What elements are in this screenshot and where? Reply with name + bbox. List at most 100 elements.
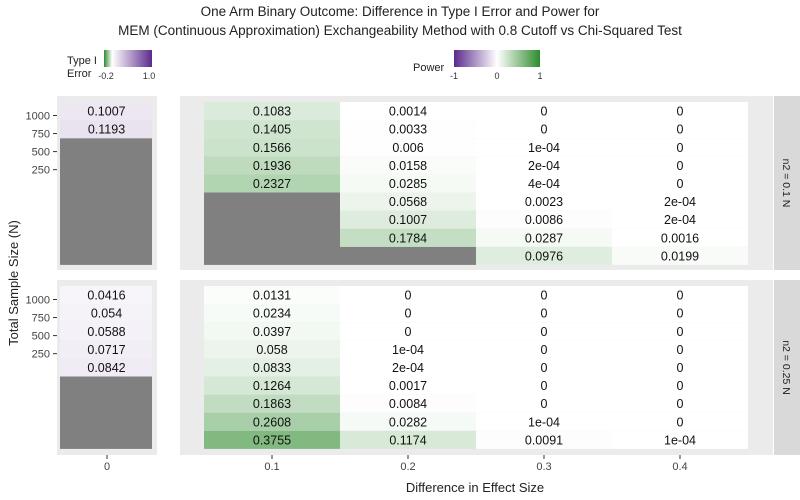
power-cell [340, 430, 476, 449]
power-cell [476, 412, 612, 431]
power-cell [340, 358, 476, 377]
power-cell [476, 430, 612, 449]
plot-area: n2 = 0.1 N 1000 750 500 250 0.1007 0.1193 0.108… [26, 96, 800, 473]
type1-cell-label: 0.1007 [87, 105, 125, 119]
power-cell-label: 0 [541, 361, 548, 375]
power-cell [476, 138, 612, 157]
power-cell-label: 1e-04 [528, 415, 560, 429]
power-cell-label: 0 [541, 307, 548, 321]
power-cell-label: 0.006 [392, 141, 423, 155]
power-cell [204, 120, 340, 139]
power-cell-label: 0.0285 [389, 177, 427, 191]
legend-power: Power -1 0 1 [413, 50, 543, 81]
type1-cell [60, 358, 152, 377]
power-cell [340, 304, 476, 323]
power-cell [612, 430, 748, 449]
power-cell-label: 2e-04 [664, 213, 696, 227]
x-tick-label: 0.3 [536, 461, 551, 473]
power-cell-label: 0 [405, 289, 412, 303]
legend-power-tick-low: -1 [450, 71, 458, 81]
chart-title-line-1: One Arm Binary Outcome: Difference in Ty… [201, 4, 600, 19]
y-tick-label: 250 [32, 349, 50, 361]
power-cell [204, 102, 340, 121]
power-cell [612, 192, 748, 211]
power-cell-label: 0.1784 [389, 231, 427, 245]
legend-type1-tick-low: -0.2 [98, 71, 114, 81]
power-cell-label: 0.0234 [253, 307, 291, 321]
power-cell [204, 156, 340, 175]
power-cell [612, 412, 748, 431]
power-cell-label: 0.058 [256, 343, 287, 357]
type1-cell [60, 322, 152, 341]
power-cell-label: 1e-04 [528, 141, 560, 155]
power-cell-label: 0.0084 [389, 397, 427, 411]
power-cell [476, 192, 612, 211]
power-cell [612, 376, 748, 395]
power-missing-block [340, 246, 476, 265]
power-cell [612, 394, 748, 413]
power-cell [612, 304, 748, 323]
power-cell [340, 192, 476, 211]
power-cell [340, 138, 476, 157]
power-cell-label: 0.1863 [253, 397, 291, 411]
type1-cell-label: 0.0416 [87, 289, 125, 303]
power-cell [612, 246, 748, 265]
power-cell [612, 174, 748, 193]
power-cell-label: 2e-04 [528, 159, 560, 173]
power-cell [340, 210, 476, 229]
y-tick-label: 1000 [26, 295, 50, 307]
power-cell-label: 0.0287 [525, 231, 563, 245]
legend-power-tick-high: 1 [537, 71, 542, 81]
power-cell-label: 0 [541, 105, 548, 119]
legend-power-tick-mid: 0 [494, 71, 499, 81]
x-tick-label: 0.4 [672, 461, 687, 473]
y-tick-label: 750 [32, 313, 50, 325]
power-cell-label: 1e-04 [392, 343, 424, 357]
power-cell [340, 340, 476, 359]
type1-cell-label: 0.054 [91, 307, 122, 321]
legend-type1-tick-high: 1.0 [143, 71, 156, 81]
power-cell [204, 376, 340, 395]
power-cell-label: 0 [677, 325, 684, 339]
legend-power-colorbar [454, 50, 540, 67]
power-cell-label: 0 [405, 325, 412, 339]
power-cell-label: 0.3755 [253, 433, 291, 447]
legend-type1-colorbar [104, 50, 152, 67]
power-missing-block [204, 192, 340, 265]
power-cell-label: 0.0091 [525, 433, 563, 447]
power-cell [476, 228, 612, 247]
power-cell [612, 358, 748, 377]
power-cell [612, 228, 748, 247]
facet-strip-label-1: n2 = 0.1 N [780, 159, 792, 208]
power-cell [476, 376, 612, 395]
type1-cell [60, 304, 152, 323]
power-cell-label: 0 [677, 307, 684, 321]
power-cell-label: 0.0014 [389, 105, 427, 119]
power-cell [204, 358, 340, 377]
power-cell [476, 340, 612, 359]
x-tick-label: 0.2 [400, 461, 415, 473]
power-cell [340, 322, 476, 341]
power-cell [204, 286, 340, 305]
power-cell [476, 394, 612, 413]
power-cell-label: 0 [677, 415, 684, 429]
chart-title-line-2: MEM (Continuous Approximation) Exchangea… [118, 23, 682, 38]
power-cell-label: 0 [541, 379, 548, 393]
x-tick-label: 0.1 [264, 461, 279, 473]
power-cell [476, 322, 612, 341]
facet-strip-label-2: n2 = 0.25 N [780, 340, 792, 395]
power-cell [340, 228, 476, 247]
power-cell [476, 210, 612, 229]
type1-cell-label: 0.0588 [87, 325, 125, 339]
y-tick-label: 250 [32, 165, 50, 177]
legend-type1-title-line-2: Error [67, 68, 92, 80]
power-cell [612, 156, 748, 175]
power-cell [476, 156, 612, 175]
type1-cell [60, 120, 152, 139]
power-cell [340, 174, 476, 193]
power-cell-label: 0 [541, 343, 548, 357]
type1-cell [60, 286, 152, 305]
power-cell [340, 376, 476, 395]
power-cell [612, 102, 748, 121]
